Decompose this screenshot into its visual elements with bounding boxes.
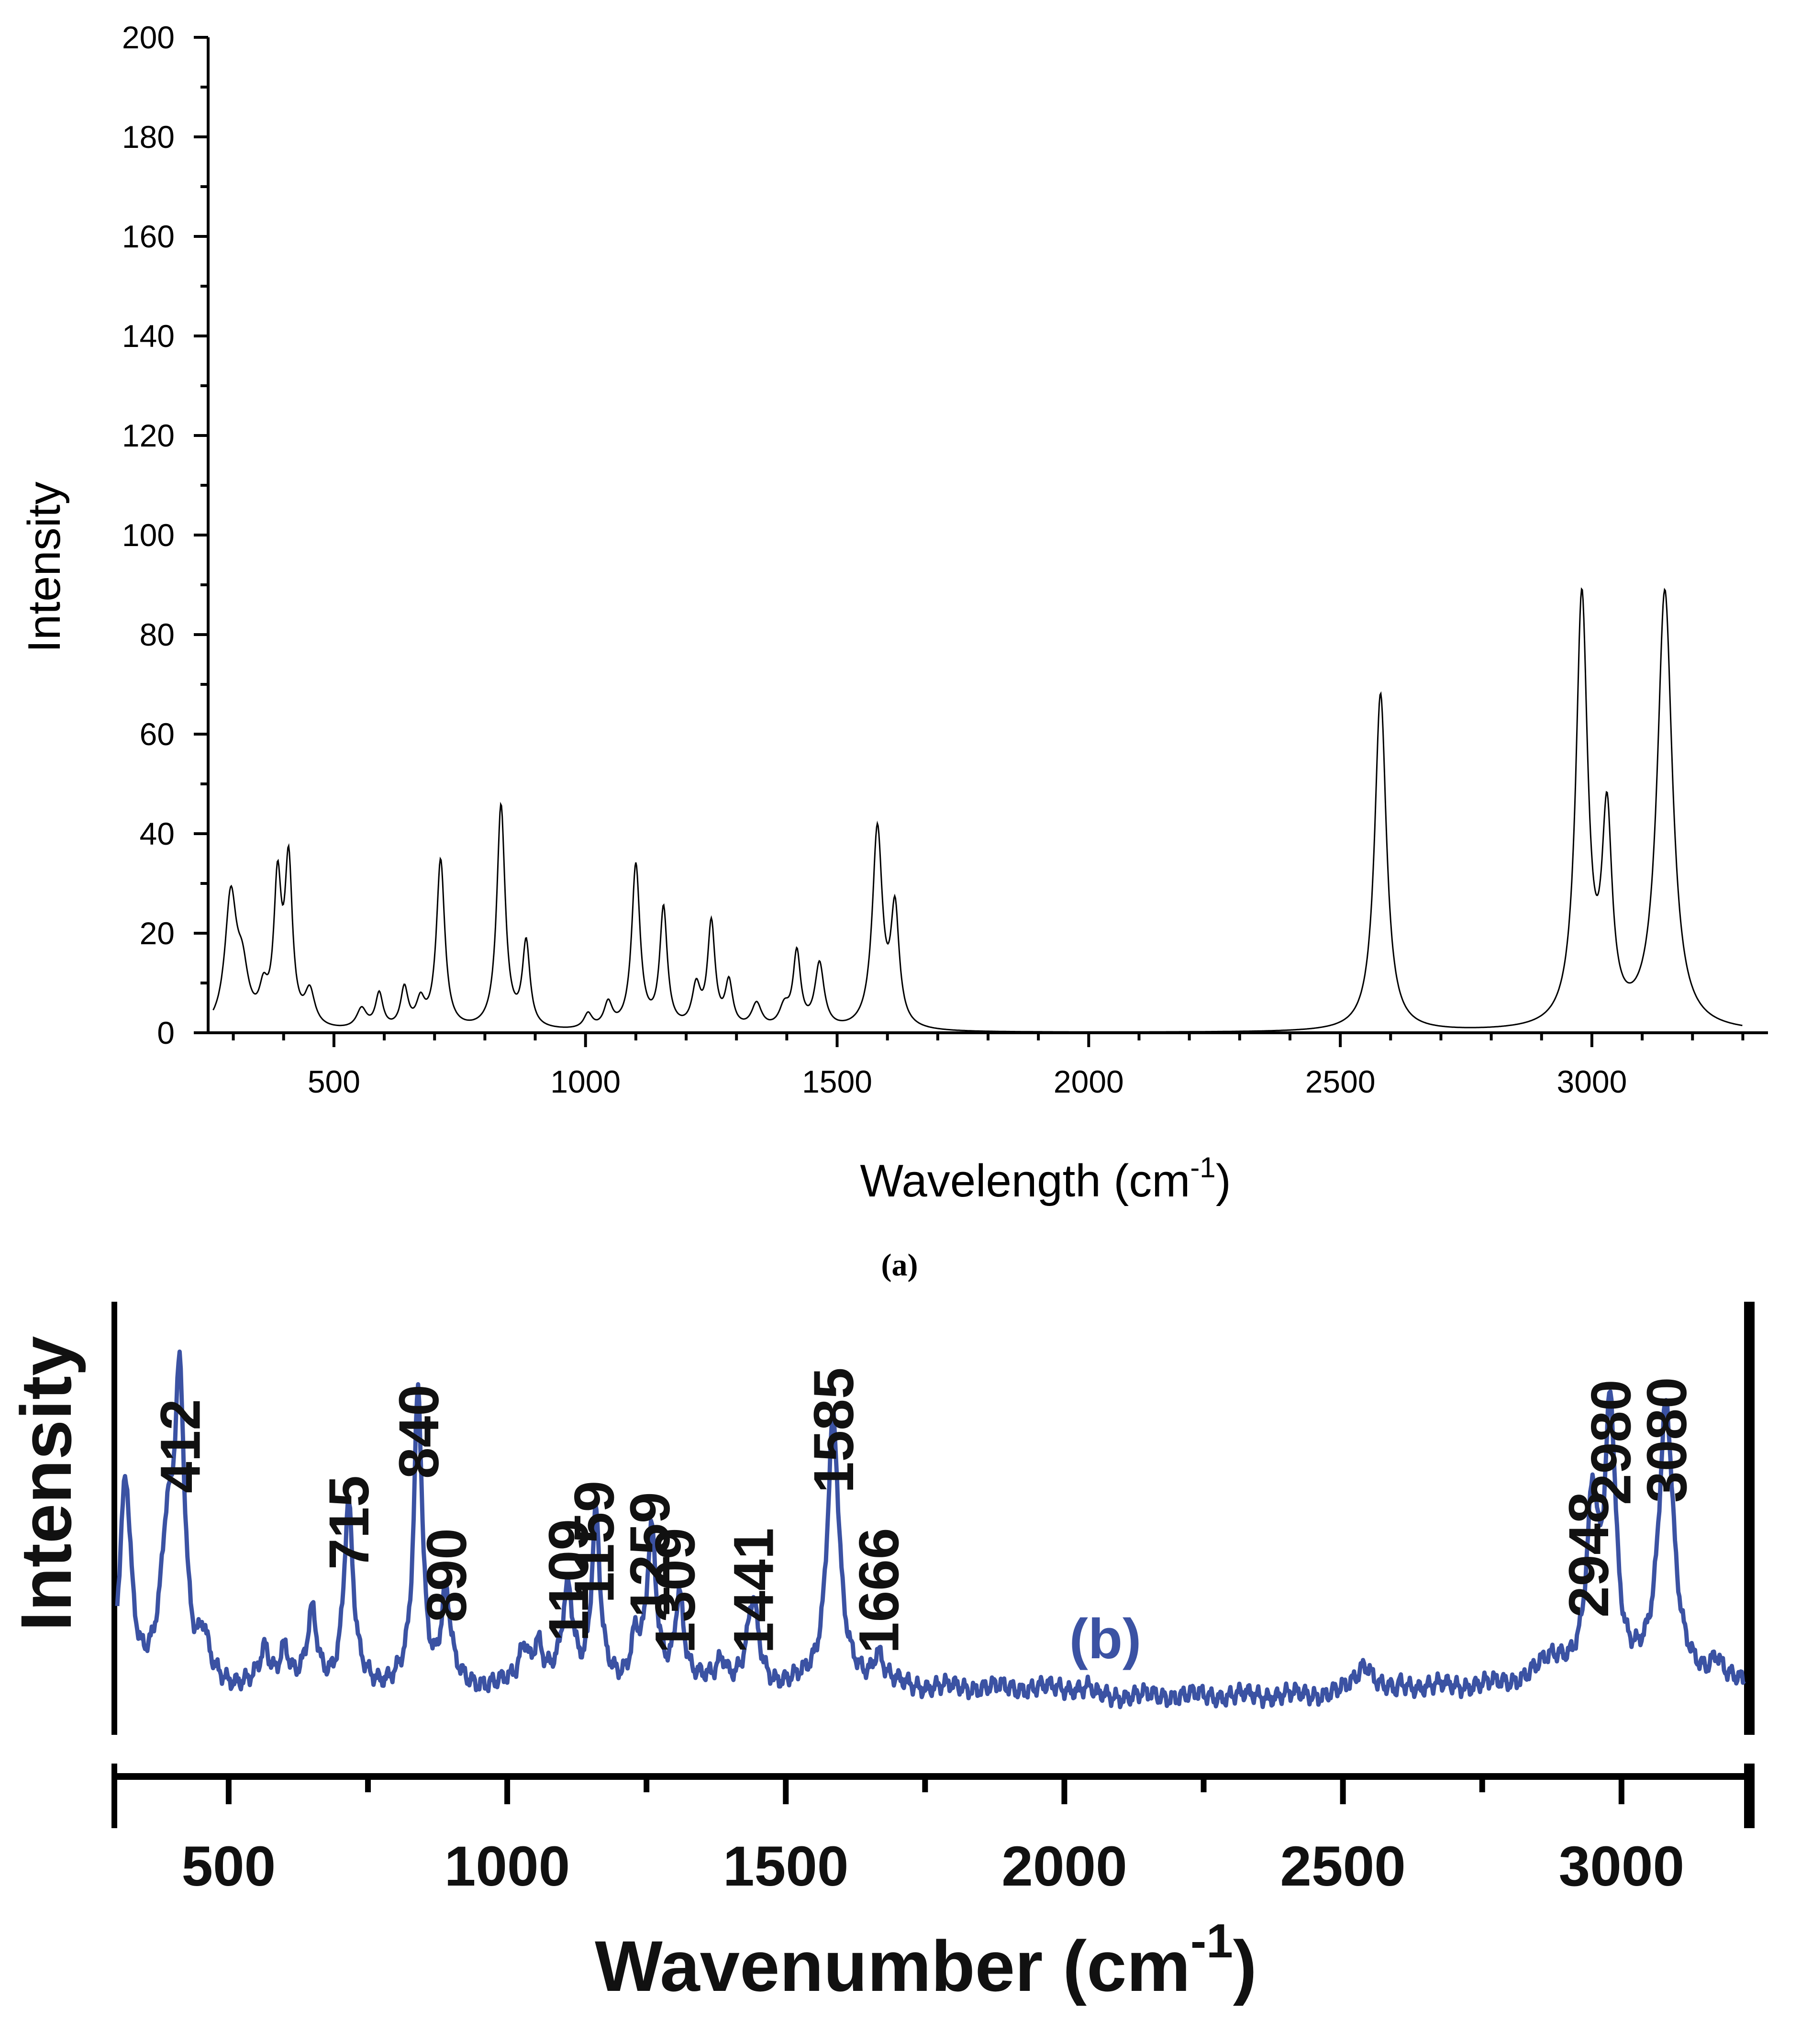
chart-a-x-tick-labels: 500 1000 1500 2000 2500 3000: [308, 1064, 1627, 1099]
chart-b-x-tick-label: 2500: [1280, 1835, 1406, 1898]
chart-b-y-axis-title: Intensity: [6, 1336, 86, 1631]
chart-a: 0 20 40 60 80 100 120 140 160 180 200 500 1000 1500 2…: [19, 20, 1768, 1283]
chart-a-y-tick-label: 140: [122, 318, 175, 354]
chart-a-x-tick-label: 3000: [1557, 1064, 1627, 1099]
chart-a-spectrum-line: [212, 587, 1743, 1033]
chart-b-peak-label: 412: [149, 1399, 212, 1493]
chart-b-peak-label: 2980: [1580, 1379, 1643, 1505]
chart-b-peak-label: 1441: [723, 1528, 786, 1653]
chart-b-x-tick-label: 1000: [445, 1835, 570, 1898]
chart-b-peak-label: 1585: [802, 1367, 866, 1493]
chart-b-peak-label: 1309: [644, 1528, 707, 1653]
chart-b-peak-label: 3080: [1635, 1377, 1699, 1503]
chart-a-x-tick-label: 2500: [1305, 1064, 1376, 1099]
chart-b-peak-label: 715: [318, 1475, 381, 1570]
chart-a-y-tick-label: 40: [140, 816, 175, 851]
chart-b-x-ticks: [225, 1776, 1624, 1804]
chart-b-x-tick-label: 1500: [723, 1835, 849, 1898]
chart-a-y-tick-label: 20: [140, 916, 175, 951]
chart-a-y-tick-label: 60: [140, 716, 175, 752]
chart-a-y-tick-label: 200: [122, 20, 175, 55]
chart-b-peak-label: 1259: [619, 1492, 682, 1618]
chart-b-series-label: (b): [1069, 1608, 1142, 1671]
chart-b-x-tick-label: 3000: [1559, 1835, 1685, 1898]
chart-b-x-tick-label: 2000: [1001, 1835, 1127, 1898]
chart-a-y-tick-label: 120: [122, 418, 175, 453]
chart-b-peak-label: 1109: [537, 1519, 600, 1642]
chart-a-y-tick-label: 80: [140, 617, 175, 652]
chart-a-x-tick-label: 2000: [1054, 1064, 1124, 1099]
chart-b-x-axis-right-cap: [1744, 1764, 1755, 1828]
chart-a-y-tick-label: 160: [122, 219, 175, 254]
chart-a-y-tick-label: 180: [122, 119, 175, 155]
chart-b-peak-label: 2948: [1557, 1492, 1621, 1618]
chart-b-peak-label: 840: [388, 1385, 451, 1479]
chart-a-y-tick-label: 0: [157, 1015, 175, 1050]
chart-a-y-tick-label: 100: [122, 517, 175, 553]
chart-a-x-tick-label: 500: [308, 1064, 360, 1099]
chart-b-x-axis-title: Wavenumber (cm-1): [595, 1914, 1257, 2006]
chart-b-peak-label: 890: [415, 1528, 478, 1622]
chart-b-right-border: [1744, 1302, 1755, 1735]
panel-a-caption: (a): [881, 1248, 918, 1283]
chart-a-x-tick-label: 1000: [550, 1064, 621, 1099]
chart-a-x-tick-label: 1500: [802, 1064, 872, 1099]
chart-b-x-tick-label: 500: [181, 1835, 276, 1898]
chart-b-x-axis-left-cap: [111, 1764, 117, 1828]
chart-b-left-border: [111, 1302, 117, 1735]
chart-a-y-tick-labels: 0 20 40 60 80 100 120 140 160 180 200: [122, 20, 175, 1050]
chart-b-peak-label: 1159: [563, 1481, 626, 1603]
chart-b-x-tick-labels: 500 1000 1500 2000 2500 3000: [181, 1835, 1684, 1898]
chart-a-x-axis-title: Wavelength (cm-1): [860, 1151, 1231, 1206]
chart-b-peak-label: 1666: [848, 1528, 911, 1653]
chart-b-spectrum-line: [115, 1349, 1746, 1709]
chart-a-y-axis-title: Intensity: [19, 481, 70, 653]
